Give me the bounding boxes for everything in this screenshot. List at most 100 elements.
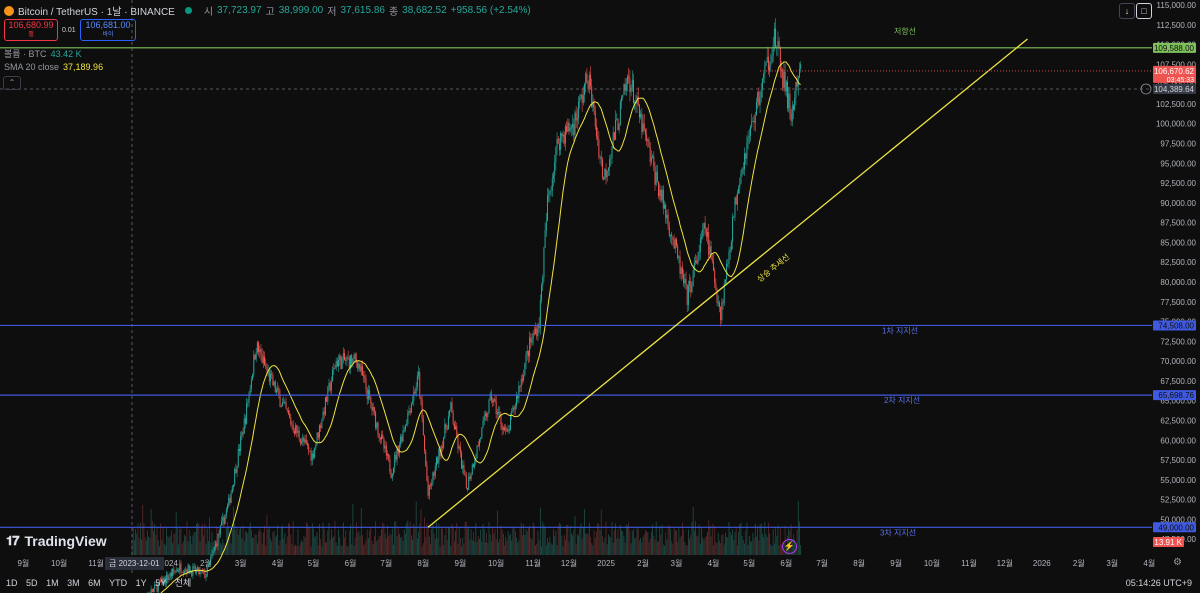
- volume-bar: [772, 529, 774, 555]
- level-label: 저항선: [894, 27, 916, 36]
- range-6m[interactable]: 6M: [88, 578, 101, 588]
- buy-button[interactable]: 106,681.00 바이: [80, 19, 136, 41]
- volume-legend[interactable]: 볼륨 · BTC 43.42 K: [4, 47, 82, 60]
- candle-body: [556, 138, 558, 148]
- volume-bar: [496, 510, 498, 555]
- candle-body: [155, 584, 157, 586]
- candle-body: [511, 411, 513, 416]
- volume-bar: [255, 534, 257, 555]
- collapse-legend-button[interactable]: ⌃: [3, 76, 21, 90]
- volume-bar: [667, 525, 669, 555]
- range-1d[interactable]: 1D: [6, 578, 18, 588]
- volume-bar: [781, 544, 782, 555]
- candle-body: [570, 127, 572, 129]
- volume-bar: [468, 526, 470, 555]
- volume-bar: [698, 524, 700, 555]
- volume-bar: [643, 534, 645, 555]
- volume-bar: [679, 537, 681, 555]
- candle-body: [738, 188, 740, 194]
- sma-legend[interactable]: SMA 20 close 37,189.96: [4, 62, 103, 72]
- candle-body: [413, 391, 415, 401]
- candle-body: [207, 565, 209, 567]
- lightning-icon[interactable]: ⚡: [782, 539, 797, 554]
- candle-body: [600, 156, 602, 160]
- range-1y[interactable]: 1Y: [135, 578, 147, 588]
- fullscreen-icon[interactable]: □: [1136, 3, 1152, 19]
- candle-body: [767, 56, 769, 71]
- volume-bar: [151, 521, 153, 555]
- volume-bar: [452, 526, 454, 555]
- volume-bar: [252, 537, 253, 555]
- range-3m[interactable]: 3M: [67, 578, 80, 588]
- volume-bar: [650, 532, 652, 555]
- candle-body: [404, 425, 406, 430]
- candle-body: [755, 101, 757, 116]
- candle-body: [539, 300, 541, 328]
- candle-body: [382, 434, 384, 439]
- settings-gear-icon[interactable]: ⚙: [1173, 557, 1182, 568]
- last-price-text: 106,670.62: [1154, 67, 1195, 76]
- volume-bar: [739, 523, 741, 555]
- candle-body: [562, 134, 564, 137]
- candle-body: [693, 262, 695, 271]
- candle-body: [157, 583, 159, 592]
- candle-body: [512, 407, 514, 412]
- volume-bar: [395, 521, 397, 555]
- candle-body: [712, 261, 714, 271]
- range-all[interactable]: 전체: [174, 578, 192, 588]
- volume-bar: [501, 529, 503, 555]
- candle-body: [699, 238, 701, 252]
- volume-bar: [696, 535, 698, 555]
- candle-body: [613, 132, 615, 140]
- candle-body: [315, 443, 317, 448]
- symbol-title[interactable]: Bitcoin / TetherUS · 1날 · BINANCE: [18, 7, 175, 18]
- level-price-tag: [1153, 522, 1196, 533]
- candle-body: [745, 153, 747, 159]
- volume-bar: [646, 531, 648, 555]
- level-price-text: 74,508.00: [1158, 321, 1194, 330]
- candle-body: [414, 391, 416, 394]
- candle-body: [530, 337, 532, 343]
- candle-body: [733, 216, 735, 218]
- candle-body: [209, 561, 211, 566]
- uptrend-line: [427, 38, 1028, 528]
- sell-button[interactable]: 106,680.99 팰: [4, 19, 58, 41]
- volume-bar: [202, 524, 203, 555]
- x-tick-label: 10월: [488, 558, 504, 568]
- range-ytd[interactable]: YTD: [109, 578, 128, 588]
- candle-body: [698, 251, 700, 258]
- candle-body: [718, 302, 720, 307]
- volume-bar: [406, 523, 408, 555]
- volume-bar: [354, 537, 356, 555]
- volume-bar: [586, 533, 588, 555]
- x-tick-label: 2월: [1073, 558, 1085, 568]
- candle-body: [227, 504, 229, 510]
- clock[interactable]: 05:14:26 UTC+9: [1125, 578, 1192, 588]
- candle-body: [790, 113, 792, 122]
- volume-bar: [449, 527, 451, 555]
- volume-bar: [197, 522, 199, 555]
- level-label: 1차 지지선: [882, 326, 918, 335]
- candle-body: [194, 566, 196, 573]
- candle-body: [449, 409, 451, 417]
- volume-bar: [766, 536, 768, 555]
- volume-bar: [364, 543, 366, 555]
- candle-body: [724, 279, 726, 284]
- volume-bar: [738, 531, 739, 555]
- volume-bar: [591, 543, 593, 555]
- candle-body: [529, 337, 531, 357]
- download-icon[interactable]: ↓: [1119, 3, 1135, 19]
- candle-body: [742, 168, 744, 170]
- volume-bar: [420, 508, 422, 555]
- range-5d[interactable]: 5D: [26, 578, 38, 588]
- candle-body: [667, 214, 669, 227]
- range-1m[interactable]: 1M: [46, 578, 59, 588]
- candle-body: [685, 279, 687, 285]
- volume-bar: [139, 522, 141, 555]
- range-5y[interactable]: 5Y: [155, 578, 167, 588]
- volume-bar: [203, 535, 205, 555]
- candle-body: [372, 406, 374, 411]
- x-tick-label: 2월: [200, 558, 212, 568]
- y-tick-label: 80,000.00: [1160, 278, 1196, 287]
